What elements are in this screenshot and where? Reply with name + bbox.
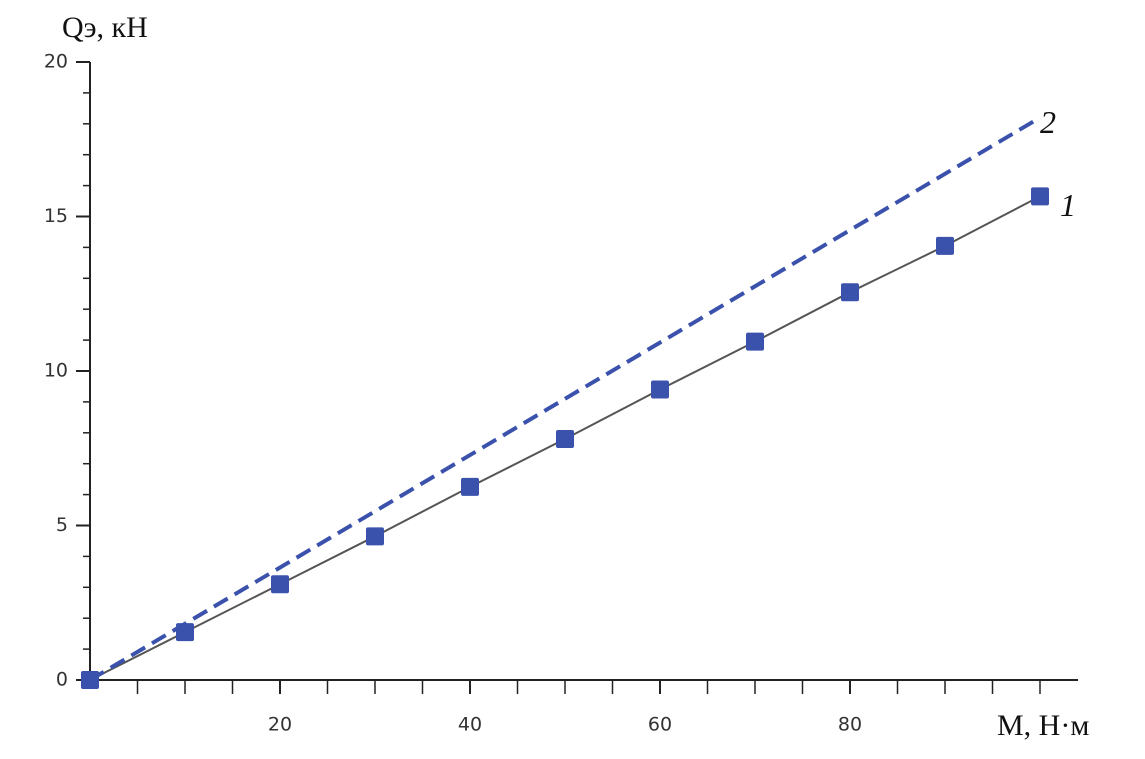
marker bbox=[841, 283, 859, 302]
x-tick-label: 60 bbox=[648, 714, 672, 736]
y-tick-label: 15 bbox=[44, 205, 68, 227]
y-tick-label: 20 bbox=[44, 51, 68, 73]
series-label: 1 bbox=[1060, 187, 1076, 223]
marker bbox=[651, 380, 669, 399]
series-label: 2 bbox=[1040, 104, 1056, 140]
x-tick-label: 20 bbox=[268, 714, 292, 736]
x-axis-label: M, Н·м bbox=[997, 709, 1089, 742]
y-tick-label: 10 bbox=[44, 360, 68, 382]
x-tick-label: 80 bbox=[838, 714, 862, 736]
marker bbox=[1031, 187, 1049, 206]
marker bbox=[271, 575, 289, 594]
marker bbox=[556, 429, 574, 448]
y-axis-label: Qэ, кН bbox=[62, 11, 148, 44]
marker bbox=[746, 332, 764, 351]
marker bbox=[366, 527, 384, 546]
marker bbox=[936, 236, 954, 255]
y-tick-label: 5 bbox=[56, 514, 68, 536]
x-tick-label: 40 bbox=[458, 714, 482, 736]
series-line bbox=[88, 115, 1042, 682]
marker bbox=[461, 477, 479, 496]
y-tick-label: 0 bbox=[56, 669, 68, 691]
